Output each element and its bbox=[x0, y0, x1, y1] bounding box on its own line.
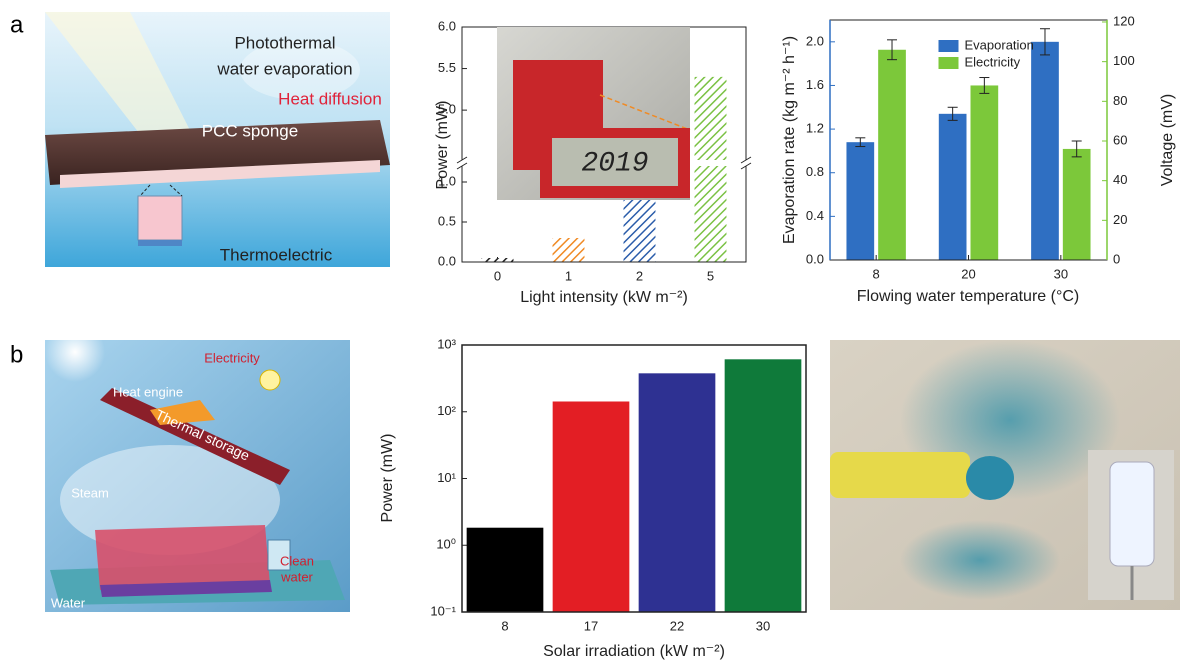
y2-tick-label: 20 bbox=[1113, 212, 1127, 227]
y-tick-label: 6.0 bbox=[438, 18, 456, 33]
y-tick-label: 10⁰ bbox=[436, 537, 456, 552]
bar bbox=[971, 85, 999, 260]
x-tick-label: 22 bbox=[670, 618, 684, 633]
bar bbox=[878, 50, 906, 260]
label: Heat engine bbox=[113, 384, 183, 399]
y-tick-label: 1.6 bbox=[806, 77, 824, 92]
y-tick-label: 0.0 bbox=[438, 253, 456, 268]
y-tick-label: 1.2 bbox=[806, 121, 824, 136]
x-axis-label: Flowing water temperature (°C) bbox=[857, 288, 1079, 305]
y-axis-label: Evaporation rate (kg m⁻² h⁻¹) bbox=[781, 36, 798, 244]
photo bbox=[830, 340, 1180, 610]
y2-tick-label: 0 bbox=[1113, 251, 1120, 266]
bulb bbox=[260, 370, 280, 390]
page: { "panel_labels": ["a", "b"], "illustrat… bbox=[0, 0, 1188, 664]
illustration-b: Electricity Heat engine Thermal storage … bbox=[45, 322, 350, 612]
x-tick-label: 8 bbox=[501, 618, 508, 633]
panel-label: b bbox=[10, 341, 23, 368]
label: Steam bbox=[71, 485, 109, 500]
fan-blade bbox=[900, 520, 1060, 600]
y-tick-label: 0.4 bbox=[806, 208, 824, 223]
bar bbox=[553, 238, 585, 262]
led-lamp bbox=[1110, 462, 1154, 566]
label: Clean bbox=[280, 553, 314, 568]
x-tick-label: 8 bbox=[873, 266, 880, 281]
bar bbox=[939, 114, 967, 260]
cold-side bbox=[138, 240, 182, 246]
y-tick-label: 0.0 bbox=[806, 251, 824, 266]
bar bbox=[482, 258, 514, 262]
label: Thermoelectric bbox=[220, 245, 333, 264]
y-axis-label: Power (mW) bbox=[379, 434, 396, 523]
y-tick-label: 10⁻¹ bbox=[430, 603, 456, 618]
lcd-reading: 2019 bbox=[581, 148, 648, 179]
y-tick-label: 0.8 bbox=[806, 164, 824, 179]
legend-swatch bbox=[939, 57, 959, 69]
bar bbox=[1063, 149, 1091, 260]
absorber bbox=[95, 525, 270, 590]
x-tick-label: 30 bbox=[1054, 266, 1068, 281]
x-tick-label: 20 bbox=[961, 266, 975, 281]
y-tick-label: 2.0 bbox=[806, 33, 824, 48]
x-tick-label: 5 bbox=[707, 268, 714, 283]
bar bbox=[624, 194, 656, 262]
bar bbox=[1031, 42, 1059, 260]
y-tick-label: 10² bbox=[437, 403, 456, 418]
y-tick-label: 10³ bbox=[437, 336, 456, 351]
y-tick-label: 10¹ bbox=[437, 470, 456, 485]
y2-tick-label: 120 bbox=[1113, 13, 1135, 28]
motor bbox=[830, 452, 970, 498]
bar bbox=[695, 77, 727, 262]
y-axis-label: Power (mW) bbox=[434, 101, 451, 190]
label: Water bbox=[51, 595, 86, 610]
legend-label: Electricity bbox=[965, 54, 1021, 69]
x-tick-label: 17 bbox=[584, 618, 598, 633]
y2-tick-label: 60 bbox=[1113, 132, 1127, 147]
y2-tick-label: 100 bbox=[1113, 53, 1135, 68]
label: Heat diffusion bbox=[278, 89, 382, 108]
illustration-a: Photothermal water evaporation Heat diff… bbox=[45, 12, 390, 267]
bar bbox=[639, 374, 715, 612]
bar bbox=[467, 528, 543, 612]
label: water evaporation bbox=[216, 59, 352, 78]
y2-axis-label: Voltage (mV) bbox=[1159, 94, 1176, 186]
bar bbox=[553, 402, 629, 612]
panel-label: a bbox=[10, 11, 24, 38]
y-tick-label: 0.5 bbox=[438, 213, 456, 228]
label: PCC sponge bbox=[202, 121, 298, 140]
x-tick-label: 0 bbox=[494, 268, 501, 283]
label: water bbox=[280, 569, 313, 584]
bar bbox=[725, 360, 801, 612]
y2-tick-label: 80 bbox=[1113, 93, 1127, 108]
y2-tick-label: 40 bbox=[1113, 172, 1127, 187]
x-axis-label: Light intensity (kW m⁻²) bbox=[520, 289, 688, 306]
x-tick-label: 30 bbox=[756, 618, 770, 633]
label: Electricity bbox=[204, 350, 260, 365]
x-axis-label: Solar irradiation (kW m⁻²) bbox=[543, 643, 725, 660]
label: Photothermal bbox=[234, 33, 335, 52]
y-tick-label: 5.5 bbox=[438, 60, 456, 75]
thermoelectric bbox=[138, 196, 182, 240]
x-tick-label: 1 bbox=[565, 268, 572, 283]
legend-swatch bbox=[939, 40, 959, 52]
bar bbox=[846, 142, 874, 260]
figure: a b Photothermal water evaporation Heat … bbox=[0, 0, 1188, 664]
inset-photo: 2019 bbox=[497, 27, 690, 200]
legend-label: Evaporation bbox=[965, 37, 1034, 52]
x-tick-label: 2 bbox=[636, 268, 643, 283]
sun bbox=[45, 322, 105, 382]
fan-hub bbox=[966, 456, 1014, 500]
